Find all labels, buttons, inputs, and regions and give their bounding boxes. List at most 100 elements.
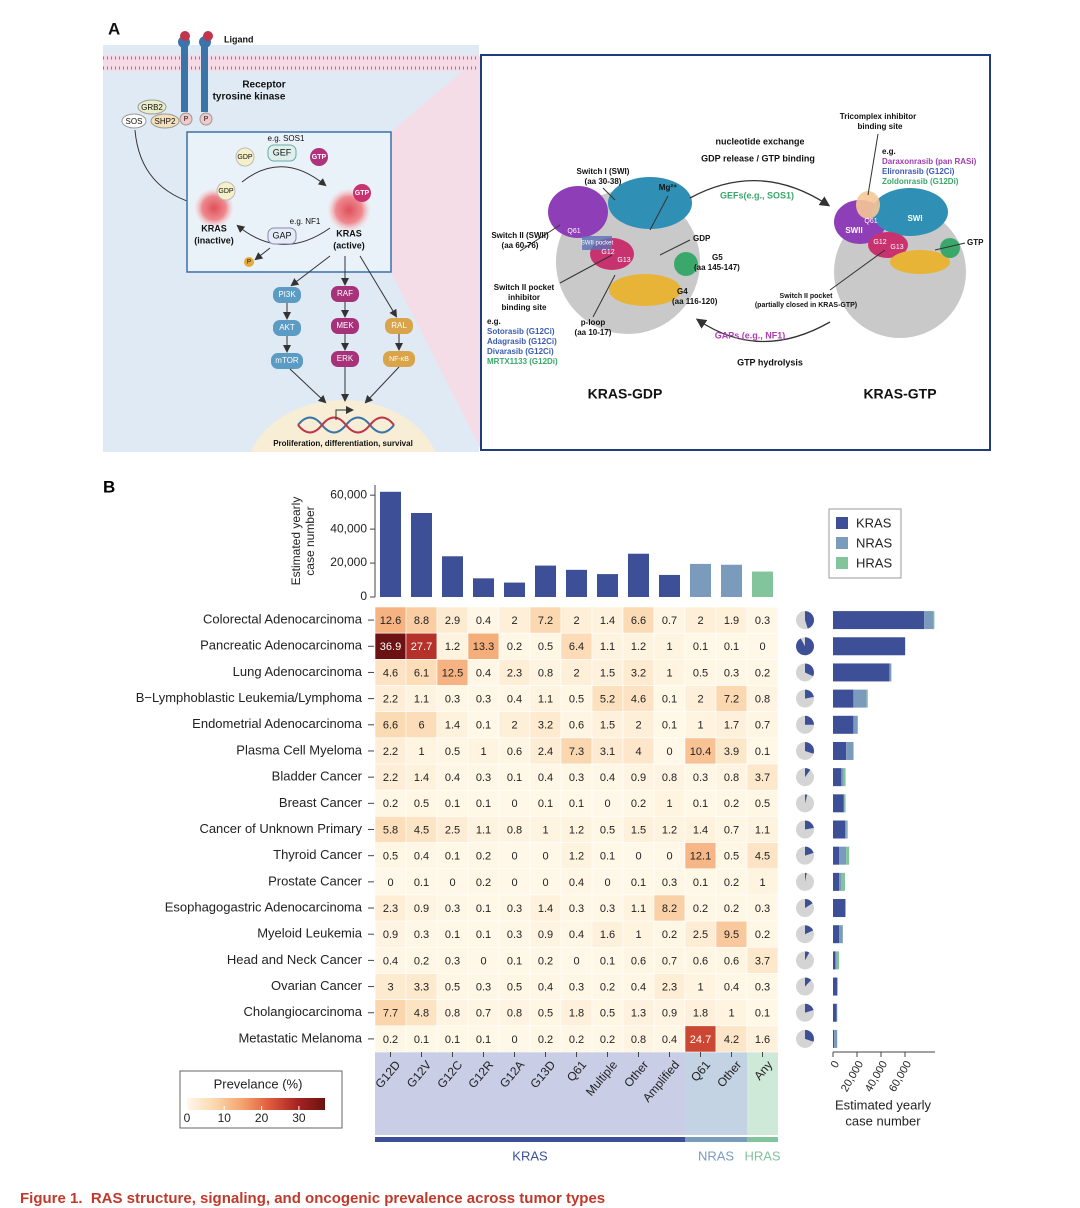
heatmap-cell — [405, 737, 438, 765]
heatmap-cell — [374, 1025, 407, 1053]
cell-value: 36.9 — [380, 641, 401, 653]
heatmap-cell — [560, 763, 593, 791]
cell-value: 0.3 — [600, 903, 615, 915]
column-group-shade — [747, 1052, 778, 1135]
stacked-bar — [833, 925, 839, 944]
stacked-bar — [833, 977, 838, 996]
cell-value: 0.3 — [507, 903, 522, 915]
cell-value: 0.4 — [569, 877, 584, 889]
pie-slice — [805, 977, 812, 987]
heatmap-cell — [715, 920, 748, 948]
diagram-label: binding site — [858, 122, 903, 131]
cell-value: 0.9 — [414, 903, 429, 915]
cell-value: 0.1 — [600, 851, 615, 863]
heatmap-cell — [622, 1025, 655, 1053]
bar — [628, 553, 649, 597]
cell-value: 0.5 — [538, 641, 553, 653]
diagram-shape — [137, 99, 167, 115]
diagram-label: Ligand — [224, 34, 254, 44]
cell-value: 1 — [697, 981, 703, 993]
heatmap-cell — [498, 999, 531, 1027]
heatmap-cell — [622, 711, 655, 739]
cell-value: 0.2 — [724, 877, 739, 889]
cell-value: 4 — [635, 746, 641, 758]
cell-value: 0 — [542, 851, 548, 863]
diagram-shape — [289, 368, 327, 404]
cell-value: 27.7 — [411, 641, 432, 653]
x-axis-label: case number — [845, 1113, 921, 1128]
diagram-label: GEF — [273, 147, 292, 157]
cell-value: 0.2 — [569, 1034, 584, 1046]
heatmap-cell — [498, 894, 531, 922]
diagram-label: (aa 145-147) — [694, 263, 740, 272]
heatmap-cell — [529, 920, 562, 948]
heatmap-cell — [498, 763, 531, 791]
cell-value: 2.2 — [383, 746, 398, 758]
heatmap-cell — [684, 946, 717, 974]
cell-value: 0.1 — [569, 798, 584, 810]
cell-value: 6.6 — [383, 720, 398, 732]
diagram-label: Switch II pocket — [494, 283, 555, 292]
heatmap-cell — [591, 789, 624, 817]
diagram-shape — [559, 254, 613, 284]
row-label: Ovarian Cancer — [271, 978, 363, 993]
cell-value: 8.8 — [414, 615, 429, 627]
diagram-shape — [829, 249, 886, 291]
diagram-label: (partially closed in KRAS-GTP) — [755, 302, 857, 309]
stacked-bar — [834, 1029, 838, 1048]
bar — [473, 578, 494, 597]
stacked-bar — [846, 820, 848, 839]
heatmap-cell — [498, 868, 531, 896]
heatmap-cell — [436, 711, 469, 739]
diagram-label: Sotorasib (G12Ci) — [487, 327, 555, 336]
diagram-label: (aa 60-76) — [502, 241, 539, 250]
bar — [566, 569, 587, 597]
colorbar — [187, 1098, 325, 1110]
cell-value: 0.6 — [507, 746, 522, 758]
cell-value: 0.7 — [662, 955, 677, 967]
diagram-label: Mg²⁺ — [659, 183, 677, 192]
row-label: B−Lymphoblastic Leukemia/Lymphoma — [136, 690, 363, 705]
bar — [597, 574, 618, 597]
y-tick-label: 40,000 — [330, 521, 367, 535]
diagram-label: GTP hydrolysis — [737, 357, 803, 367]
cell-value: 0.8 — [507, 824, 522, 836]
cell-value: 0.1 — [538, 798, 553, 810]
cell-value: 0.5 — [507, 981, 522, 993]
row-label: Cholangiocarcinoma — [243, 1004, 362, 1019]
diagram-shape — [695, 318, 831, 343]
diagram-label: G4 — [677, 287, 688, 296]
bar — [411, 513, 432, 597]
diagram-label: Tricomplex inhibitor — [840, 112, 916, 121]
diagram-shape — [254, 247, 271, 261]
stacked-bar — [846, 741, 854, 760]
cell-value: 4.6 — [383, 667, 398, 679]
heatmap-cell — [529, 632, 562, 660]
diagram-shape — [267, 144, 297, 162]
cell-value: 1 — [697, 720, 703, 732]
heatmap-cell — [746, 711, 779, 739]
diagram-shape — [856, 191, 880, 219]
cell-value: 0.7 — [724, 824, 739, 836]
heatmap-cell — [746, 737, 779, 765]
diagram-shape — [241, 166, 327, 187]
cell-value: 0.9 — [538, 929, 553, 941]
diagram-label: MRTX1133 (G12Di) — [487, 357, 558, 366]
heatmap-cell — [622, 973, 655, 1000]
cell-value: 3.2 — [631, 667, 646, 679]
pie-slice — [805, 663, 814, 677]
pie-slice — [805, 1003, 814, 1013]
column-group-label: KRAS — [512, 1148, 548, 1163]
heatmap-cell — [684, 606, 717, 634]
stacked-bar — [839, 846, 847, 865]
heatmap-cell — [715, 659, 748, 686]
heatmap-cell — [405, 606, 438, 634]
cell-value: 1.2 — [631, 641, 646, 653]
heatmap-cell — [746, 999, 779, 1027]
cell-value: 4.5 — [755, 851, 770, 863]
diagram-label: AKT — [279, 323, 295, 332]
cell-value: 1.2 — [569, 851, 584, 863]
diagram-shape — [181, 40, 188, 112]
pie-slice — [805, 689, 814, 699]
cell-value: 2 — [511, 615, 517, 627]
